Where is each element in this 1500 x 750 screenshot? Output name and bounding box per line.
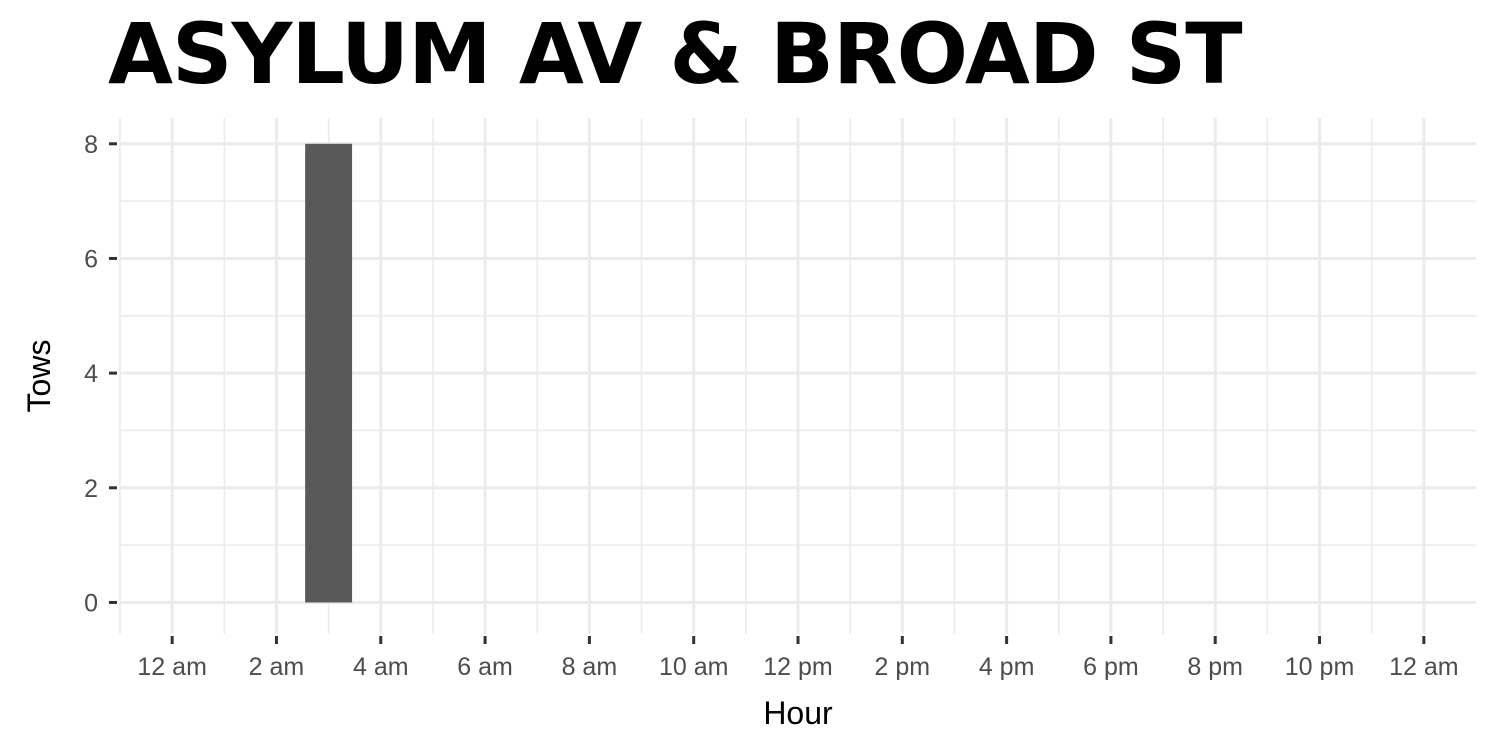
grid-lines bbox=[119, 118, 1476, 634]
bar bbox=[305, 143, 353, 603]
y-axis-title: Tows bbox=[21, 340, 57, 413]
x-tick-label: 10 am bbox=[659, 653, 728, 681]
x-tick-label: 2 pm bbox=[875, 653, 931, 681]
y-tick-label: 6 bbox=[84, 245, 98, 273]
x-tick-label: 2 am bbox=[249, 653, 305, 681]
x-tick-label: 12 am bbox=[1389, 653, 1458, 681]
x-tick-label: 8 pm bbox=[1187, 653, 1243, 681]
bars bbox=[305, 143, 353, 603]
x-tick-label: 10 pm bbox=[1285, 653, 1354, 681]
axes: 0 2 4 6 8 12 am 2 am 4 am 6 am 8 am 10 am 12 pm 2 pm… bbox=[84, 131, 1458, 681]
x-tick-label: 12 am bbox=[137, 653, 206, 681]
y-tick-label: 0 bbox=[84, 589, 98, 617]
y-tick-label: 2 bbox=[84, 475, 98, 503]
x-tick-label: 6 pm bbox=[1083, 653, 1139, 681]
chart-title: ASYLUM AV & BROAD ST bbox=[108, 5, 1243, 103]
y-tick-label: 8 bbox=[84, 131, 98, 159]
x-tick-label: 4 pm bbox=[979, 653, 1035, 681]
x-tick-label: 6 am bbox=[457, 653, 513, 681]
x-tick-label: 8 am bbox=[562, 653, 618, 681]
x-tick-label: 12 pm bbox=[763, 653, 832, 681]
x-tick-label: 4 am bbox=[353, 653, 409, 681]
x-axis-title: Hour bbox=[763, 695, 833, 731]
y-tick-label: 4 bbox=[84, 360, 98, 388]
